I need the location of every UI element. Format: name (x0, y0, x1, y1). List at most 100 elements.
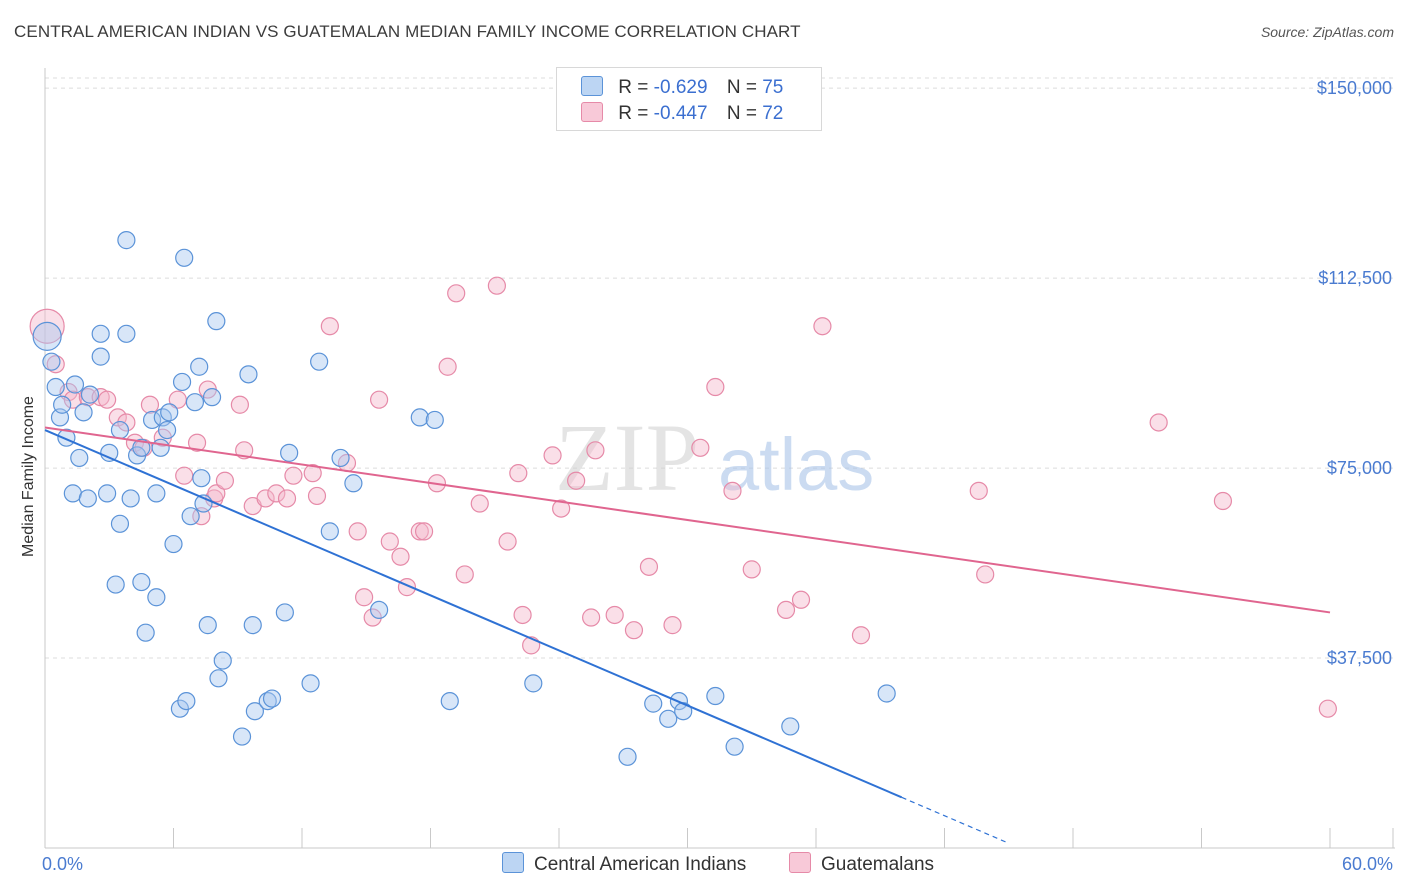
data-point (331, 448, 350, 468)
data-point (78, 489, 97, 508)
data-point (132, 572, 151, 592)
data-point (213, 651, 232, 670)
data-point (509, 464, 528, 483)
data-point (706, 686, 725, 706)
data-point (320, 522, 339, 541)
series-central-american-indians (32, 231, 896, 766)
data-point (513, 605, 532, 625)
data-point (172, 372, 192, 392)
legend-n-label: N = (726, 103, 757, 124)
data-point (410, 522, 429, 541)
data-point (1318, 699, 1337, 718)
data-point (691, 438, 710, 457)
data-point (160, 403, 179, 422)
data-point (644, 694, 663, 713)
data-point (98, 484, 117, 503)
trend-line-blue (44, 429, 903, 799)
data-point (140, 395, 160, 414)
data-point (543, 446, 562, 465)
data-point (110, 514, 130, 533)
y-tick-label: $37,500 (1327, 648, 1392, 668)
data-point (301, 674, 320, 693)
axes (44, 68, 1395, 849)
data-point (663, 616, 682, 635)
data-point (175, 248, 194, 267)
data-point (410, 408, 429, 427)
watermark-zip: ZIP (555, 404, 699, 511)
data-point (190, 357, 209, 376)
data-point (969, 481, 988, 500)
data-point (243, 616, 262, 635)
data-point (53, 395, 72, 414)
data-point (524, 674, 543, 693)
data-point (230, 395, 249, 414)
legend-row-pink: R = -0.447 N = 72 (581, 102, 783, 128)
data-point (781, 717, 800, 736)
legend-label: Central American Indians (534, 854, 747, 875)
data-point (117, 413, 136, 432)
data-point (391, 547, 410, 566)
trend-line-blue-extension (901, 796, 1009, 844)
data-point (706, 377, 725, 397)
data-point (370, 600, 389, 620)
data-point (181, 507, 200, 526)
data-point (170, 699, 190, 718)
data-point (380, 532, 399, 551)
legend-n-label: N = (726, 77, 757, 98)
data-point (877, 684, 896, 703)
legend-r-label: R = (618, 77, 649, 98)
data-point (307, 486, 327, 506)
data-point (440, 691, 459, 711)
data-point (100, 443, 119, 462)
data-point (177, 691, 196, 711)
data-point (363, 608, 382, 627)
data-point (355, 588, 374, 607)
legend: R = -0.629 N = 75 R = -0.447 N = 72 (556, 67, 822, 131)
data-point (425, 410, 444, 430)
data-point (65, 375, 85, 394)
data-point (256, 489, 275, 508)
data-point (275, 603, 294, 622)
data-point (98, 390, 117, 409)
data-point (245, 702, 264, 721)
data-point (132, 438, 151, 457)
data-point (370, 390, 389, 409)
data-point (567, 471, 586, 490)
data-point (136, 623, 155, 642)
data-point (70, 448, 89, 468)
data-point (414, 522, 434, 541)
data-point (813, 317, 832, 336)
data-point (447, 284, 466, 303)
data-point (142, 410, 162, 430)
data-point (185, 393, 205, 412)
data-point (552, 499, 571, 518)
data-point (639, 557, 659, 576)
data-point (151, 438, 170, 457)
data-point (202, 388, 222, 407)
data-point (147, 588, 166, 607)
data-point (725, 737, 744, 756)
data-point (32, 321, 62, 351)
data-point (46, 377, 65, 397)
x-tick-label: 60.0% (1342, 854, 1393, 874)
data-point (157, 420, 177, 440)
data-point (239, 365, 258, 384)
data-point (74, 403, 93, 422)
data-point (723, 481, 742, 500)
legend-row-blue: R = -0.629 N = 75 (581, 76, 783, 102)
data-point (164, 534, 183, 554)
legend-label: Guatemalans (821, 854, 935, 875)
legend-swatch-blue (581, 76, 603, 96)
data-point (121, 489, 140, 508)
y-tick-label: $112,500 (1318, 268, 1392, 288)
trend-line-pink (44, 426, 1331, 614)
data-point (624, 621, 644, 640)
data-point (776, 600, 796, 620)
data-point (348, 522, 367, 541)
legend-r-label: R = (618, 103, 649, 124)
data-point (310, 352, 329, 371)
data-point (277, 489, 297, 508)
legend-swatch-pink (789, 852, 811, 873)
data-point (262, 689, 282, 708)
